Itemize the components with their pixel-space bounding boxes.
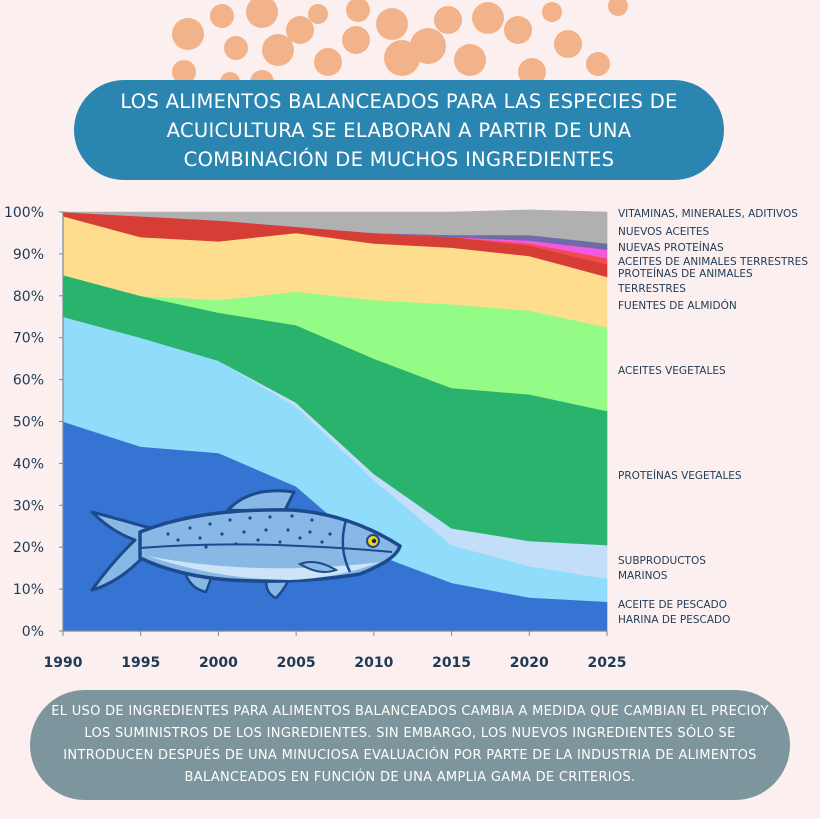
dot xyxy=(342,26,370,54)
dot xyxy=(224,36,248,60)
y-tick-label: 70% xyxy=(13,331,44,347)
x-tick-label: 2000 xyxy=(199,655,238,671)
legend: VITAMINAS, MINERALES, ADITIVOS NUEVOS ACE… xyxy=(617,208,808,626)
x-tick-label: 2020 xyxy=(510,655,549,671)
dot xyxy=(262,34,294,66)
legend-entry-1: ACEITE DE PESCADO xyxy=(618,599,727,611)
dot xyxy=(608,0,628,16)
legend-entry-4: ACEITES VEGETALES xyxy=(618,365,726,377)
y-tick-label: 10% xyxy=(13,582,44,598)
salmon-illustration xyxy=(90,489,402,600)
dot xyxy=(554,30,582,58)
y-tick-label: 80% xyxy=(13,289,44,305)
dot xyxy=(314,48,342,76)
x-tick-label: 2010 xyxy=(354,655,393,671)
dot xyxy=(434,6,462,34)
x-tick-label: 2015 xyxy=(432,655,471,671)
y-tick-label: 60% xyxy=(13,373,44,389)
footer-text: EL USO DE INGREDIENTES PARA ALIMENTOS BA… xyxy=(51,704,769,785)
legend-entry-0: HARINA DE PESCADO xyxy=(618,614,730,626)
x-tick-label: 1990 xyxy=(44,655,83,671)
dot xyxy=(542,2,562,22)
chart-title: LOS ALIMENTOS BALANCEADOS PARA LAS ESPEC… xyxy=(120,89,678,171)
dot xyxy=(286,16,314,44)
legend-entry-6: PROTEÍNAS DE ANIMALES TERRESTRES xyxy=(617,267,753,295)
y-tick-label: 100% xyxy=(4,205,44,221)
x-tick-label: 2025 xyxy=(588,655,627,671)
dot xyxy=(346,0,370,22)
y-tick-label: 20% xyxy=(13,540,44,556)
x-tick-label: 2005 xyxy=(277,655,316,671)
y-tick-label: 40% xyxy=(13,456,44,472)
y-tick-label: 0% xyxy=(22,624,44,640)
dot xyxy=(172,18,204,50)
dot xyxy=(454,44,486,76)
fish-graphic xyxy=(90,489,402,600)
dot xyxy=(504,16,532,44)
dot xyxy=(246,0,278,28)
legend-entry-3: PROTEÍNAS VEGETALES xyxy=(618,469,742,482)
stacked-area-chart: 0% 10% 20% 30% 40% 50% 60% 70% 80% 90% 100% 1990 199… xyxy=(4,205,808,671)
dot xyxy=(410,28,446,64)
dot xyxy=(376,8,408,40)
legend-entry-5: FUENTES DE ALMIDÓN xyxy=(618,299,737,312)
x-tick-label: 1995 xyxy=(121,655,160,671)
dot xyxy=(518,58,546,86)
legend-entry-2: SUBPRODUCTOS MARINOS xyxy=(618,555,706,582)
dot xyxy=(210,4,234,28)
dot xyxy=(472,2,504,34)
legend-entry-9: NUEVOS ACEITES xyxy=(618,226,710,238)
footer-banner: EL USO DE INGREDIENTES PARA ALIMENTOS BA… xyxy=(30,690,790,800)
y-tick-label: 90% xyxy=(13,247,44,263)
title-banner: LOS ALIMENTOS BALANCEADOS PARA LAS ESPEC… xyxy=(74,80,724,180)
decorative-dots xyxy=(172,0,628,100)
chart-axes: 0% 10% 20% 30% 40% 50% 60% 70% 80% 90% 100% 1990 199… xyxy=(4,205,627,671)
y-tick-label: 50% xyxy=(13,415,44,431)
dot xyxy=(172,60,196,84)
area-series-10 xyxy=(62,209,608,244)
legend-entry-8: NUEVAS PROTEÍNAS xyxy=(618,241,724,254)
dot xyxy=(586,52,610,76)
legend-entry-10: VITAMINAS, MINERALES, ADITIVOS xyxy=(618,208,798,220)
dot xyxy=(308,4,328,24)
y-tick-label: 30% xyxy=(13,498,44,514)
legend-entry-7: ACEITES DE ANIMALES TERRESTRES xyxy=(618,256,808,268)
